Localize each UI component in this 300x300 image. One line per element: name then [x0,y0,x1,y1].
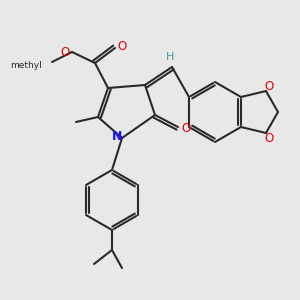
Text: H: H [166,52,174,62]
Text: O: O [60,46,70,59]
Text: N: N [112,130,122,143]
Text: O: O [117,40,127,53]
Text: O: O [264,80,274,92]
Text: O: O [264,131,274,145]
Text: O: O [182,122,190,136]
Text: methyl: methyl [10,61,42,70]
